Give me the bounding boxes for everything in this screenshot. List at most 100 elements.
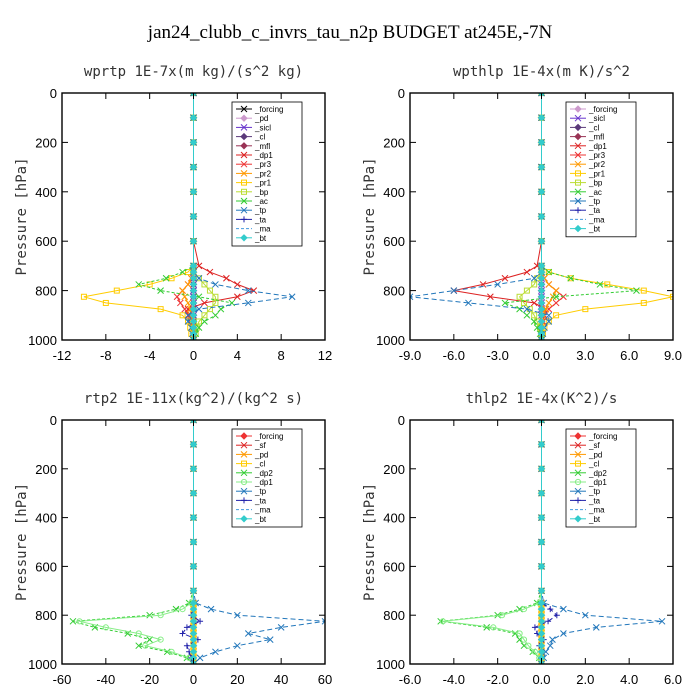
data-point-tp [190,336,197,340]
data-point-dp1 [520,636,528,643]
data-point-tp [494,281,502,288]
data-point-ta [179,630,186,637]
data-point-bp [531,281,538,288]
legend-marker [240,432,248,440]
x-tick-label: -8 [100,348,112,363]
data-point-bt [537,163,546,171]
data-point-dp1 [206,268,214,276]
data-point-dp1 [179,606,186,613]
legend-marker [575,207,581,214]
legend-entry: _forcing [570,432,617,441]
data-point-tp [658,617,666,625]
data-point-tp [546,642,554,650]
data-point-pr1 [157,306,164,313]
data-point-ta [553,612,560,619]
legend-marker [241,460,247,467]
data-point-bt [537,237,546,245]
series-line-dp1 [442,420,542,664]
data-point-dp1 [250,287,258,294]
data-point-dp1 [195,262,203,270]
legend-label: _forcing [254,432,283,441]
data-point-dp2 [135,642,143,650]
y-tick-label: 800 [35,284,57,299]
data-point-bt [189,465,198,473]
data-point-tp [538,336,545,340]
legend-entry: _cl [236,133,265,142]
legend-marker [574,197,582,205]
legend-marker [574,441,582,449]
legend-label: _sicl [588,114,605,123]
data-point-tp [450,287,458,294]
legend: _forcing_sicl_cl_mfl_dp1_pr3_pr2_pr1_bp_… [565,101,637,238]
data-point-bp [212,293,219,300]
legend-entry: _bt [570,515,601,524]
x-tick-label: 2.0 [576,672,594,687]
legend-entry: _cl [236,460,265,469]
x-tick-label: 0.0 [532,348,550,363]
legend-marker [575,170,581,177]
chart-panel-4: thlp2 1E-4x(K^2)/s Pressure [hPa] -6.0 -4.0… [362,391,682,687]
legend-label: _pr3 [254,160,272,169]
legend-entry: _pd [570,450,602,459]
panel-title: thlp2 1E-4x(K^2)/s [466,391,618,407]
legend-marker [575,179,581,186]
legend-label: _ma [588,506,605,515]
legend-label: _tp [254,487,267,496]
data-point-dp1 [520,606,528,613]
y-tick-label: 800 [35,608,57,623]
legend-label: _dp2 [254,469,273,478]
data-point-dp2 [146,611,154,619]
legend-entry: _ta [236,215,267,224]
data-point-ta [545,618,552,625]
legend-marker [574,188,582,196]
data-point-ac [195,324,203,332]
legend-label: _pr1 [254,179,272,188]
y-tick-label: 600 [35,234,57,249]
data-point-tp [233,611,241,619]
data-point-dp1 [531,648,539,655]
data-point-ac [552,293,560,301]
x-tick-label: 8 [278,348,285,363]
data-point-tp [410,293,414,301]
data-point-tp [581,611,589,619]
legend-label: _forcing [588,432,617,441]
legend-marker [240,451,248,458]
data-point-tp [288,293,296,301]
y-tick-label: 1000 [376,333,405,348]
data-point-ac [530,318,538,325]
x-tick-label: 3.0 [576,348,594,363]
y-tick-label: 200 [383,135,405,150]
data-point-ta [183,624,190,631]
data-point-tp [212,281,219,288]
data-point-pr1 [113,287,120,294]
x-tick-label: 20 [230,672,244,687]
data-point-tp [592,624,600,631]
data-point-ta [197,618,204,625]
data-point-bt [189,212,198,221]
y-tick-label: 400 [383,511,405,526]
data-point-ta [183,642,190,649]
x-tick-label: -12 [53,348,72,363]
data-point-pr3 [181,305,189,313]
legend-label: _pd [588,450,602,459]
data-point-tp [190,660,197,664]
data-point-bt [189,562,198,571]
data-point-ac [567,274,575,282]
legend-label: _bp [254,188,269,197]
data-point-pr2 [179,287,186,294]
data-point-dp1 [157,636,164,643]
x-tick-label: -3.0 [486,348,508,363]
data-point-bt [537,465,546,473]
legend-label: _bt [588,515,601,524]
legend: _forcing_sf_pd_cl_dp2_dp1_tp_ta_ma_bt [565,428,637,528]
data-point-ac [523,311,531,319]
legend-marker [574,142,582,150]
data-point-tp [266,636,274,643]
data-point-dp2 [516,636,523,643]
data-point-ac [545,268,553,276]
data-point-dp1 [201,299,208,307]
legend-entry: _dp1 [236,151,273,160]
y-tick-label: 600 [383,234,405,249]
data-point-tp [560,630,567,637]
legend-marker [240,478,248,486]
